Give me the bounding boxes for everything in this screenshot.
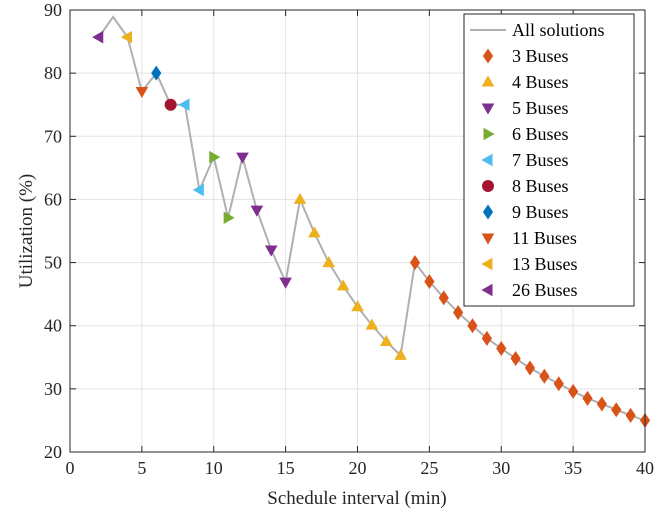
data-point-series-9: [92, 30, 104, 44]
x-tick-label: 10: [205, 458, 223, 478]
y-tick-label: 70: [44, 126, 62, 146]
legend-marker: [481, 103, 495, 115]
legend-marker: [481, 75, 495, 87]
legend-label: 8 Buses: [512, 176, 569, 196]
data-point-series-1: [336, 279, 350, 291]
data-point-series-1: [365, 318, 379, 330]
legend-marker: [482, 180, 494, 192]
data-point-series-4: [192, 183, 204, 197]
y-tick-label: 30: [44, 379, 62, 399]
legend: All solutions 3 Buses 4 Buses 5 Buses 6 Buse…: [463, 13, 635, 307]
x-axis-label: Schedule interval (min): [267, 488, 446, 509]
legend-marker: [481, 283, 493, 297]
x-tick-label: 25: [420, 458, 438, 478]
data-point-series-0: [524, 360, 536, 376]
legend-label: 6 Buses: [512, 124, 569, 144]
data-point-series-4: [178, 98, 190, 112]
x-tick-label: 40: [636, 458, 654, 478]
legend-marker: [482, 48, 494, 64]
data-point-series-0: [438, 290, 449, 306]
data-point-series-0: [625, 407, 636, 423]
data-point-series-0: [582, 390, 593, 406]
y-axis-label: Utilization (%): [16, 174, 37, 289]
data-point-series-0: [453, 304, 464, 320]
data-point-series-1: [394, 348, 407, 360]
legend-marker: [481, 233, 495, 245]
legend-label-all-solutions: All solutions: [512, 20, 605, 40]
legend-label: 26 Buses: [512, 280, 578, 300]
data-point-series-1: [308, 226, 321, 238]
x-tick-label: 30: [492, 458, 510, 478]
data-point-series-3: [223, 211, 235, 225]
y-axis-ticks: 20 30 40 50 60 70 80 90: [44, 0, 645, 462]
x-tick-label: 35: [564, 458, 582, 478]
x-tick-label: 15: [277, 458, 295, 478]
legend-label: 5 Buses: [512, 98, 569, 118]
plot-frame: [69, 9, 646, 453]
marker-layer: [92, 30, 651, 428]
data-point-series-0: [539, 368, 550, 384]
data-point-series-6: [151, 65, 162, 81]
legend-label: 9 Buses: [512, 202, 569, 222]
y-tick-label: 60: [44, 189, 62, 209]
data-point-series-1: [322, 255, 336, 268]
data-point-series-5: [164, 98, 177, 111]
data-point-series-2: [279, 277, 292, 289]
x-tick-label: 5: [137, 458, 146, 478]
legend-label: 4 Buses: [512, 72, 569, 92]
y-tick-label: 90: [44, 0, 62, 20]
data-point-series-3: [209, 150, 221, 164]
legend-label: 3 Buses: [512, 46, 569, 66]
y-tick-label: 40: [44, 316, 62, 336]
legend-label: 7 Buses: [512, 150, 569, 170]
data-point-series-1: [351, 300, 364, 312]
data-point-series-1: [293, 192, 307, 204]
x-tick-label: 20: [349, 458, 367, 478]
data-point-series-7: [135, 86, 149, 99]
data-point-series-1: [379, 334, 393, 346]
data-point-series-2: [264, 245, 278, 257]
legend-marker: [481, 257, 493, 271]
data-point-series-0: [496, 340, 507, 356]
data-point-series-0: [596, 396, 607, 412]
data-point-series-0: [568, 383, 579, 399]
data-point-series-8: [120, 30, 132, 44]
data-point-series-0: [481, 330, 492, 346]
data-point-series-0: [424, 274, 435, 290]
data-point-series-0: [467, 318, 478, 334]
legend-marker: [483, 127, 495, 141]
y-tick-label: 80: [44, 63, 62, 83]
legend-marker: [481, 153, 493, 167]
legend-label: 11 Buses: [512, 228, 577, 248]
legend-marker: [482, 204, 494, 220]
x-tick-label: 0: [66, 458, 75, 478]
data-point-series-0: [409, 255, 421, 271]
legend-label: 13 Buses: [512, 254, 578, 274]
data-point-series-2: [236, 152, 249, 164]
x-axis-ticks: 0 5 10 15 20 25 30 35 40: [66, 10, 654, 478]
data-point-series-0: [510, 351, 521, 367]
data-point-series-2: [250, 205, 264, 217]
data-point-series-0: [611, 402, 622, 418]
y-tick-label: 20: [44, 442, 62, 462]
y-tick-label: 50: [44, 253, 62, 273]
data-point-series-0: [553, 376, 564, 392]
